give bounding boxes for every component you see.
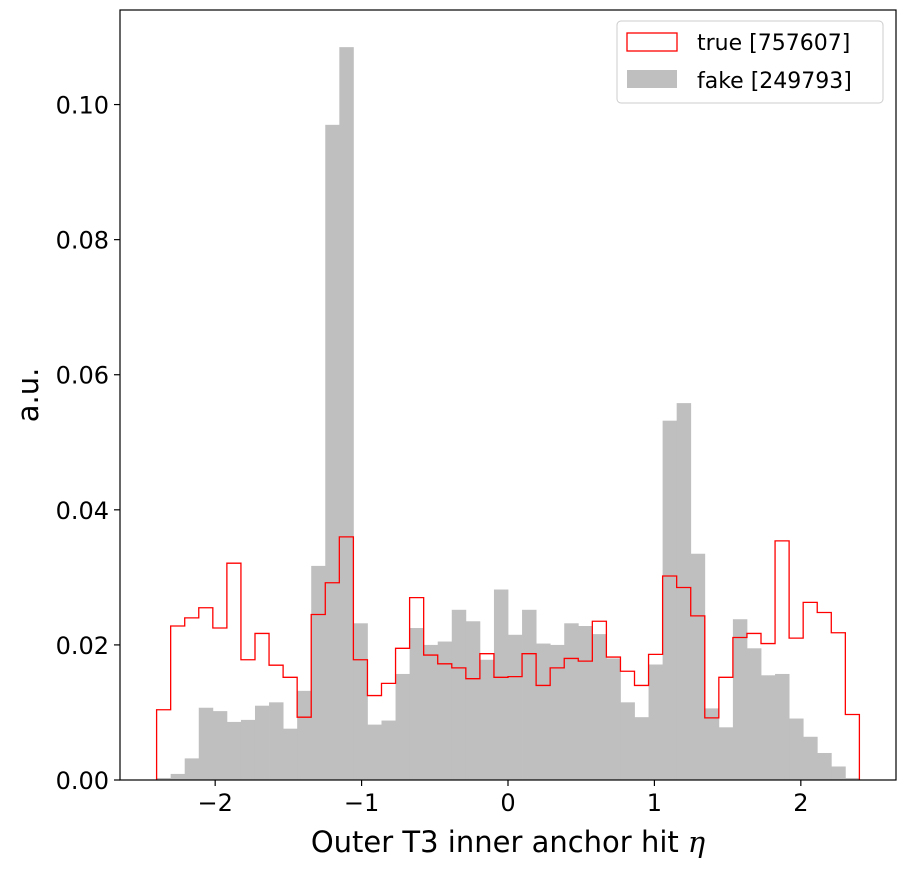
- y-tick-label: 0.08: [56, 227, 109, 255]
- x-axis: −2 −1 0 1 2: [197, 780, 808, 817]
- x-tick-label: −1: [344, 789, 379, 817]
- fake-series: [156, 47, 860, 781]
- fake-bar: [254, 705, 270, 780]
- y-axis-label: a.u.: [11, 368, 45, 423]
- legend: true [757607] fake [249793]: [616, 20, 884, 104]
- fake-bar: [479, 659, 495, 780]
- fake-bar: [297, 690, 312, 780]
- fake-bar: [564, 623, 579, 780]
- fake-bar: [339, 47, 354, 781]
- fake-bar: [620, 702, 635, 780]
- x-tick-label: 2: [793, 789, 808, 817]
- legend-label-fake: fake [249793]: [697, 69, 852, 94]
- fake-bar: [775, 673, 790, 780]
- fake-bar: [283, 728, 298, 780]
- y-tick-label: 0.02: [56, 632, 109, 660]
- fake-bar: [732, 619, 748, 780]
- fake-bar: [325, 124, 340, 780]
- fake-bar: [746, 648, 762, 780]
- fake-bar: [437, 641, 453, 780]
- fake-bar: [522, 609, 537, 780]
- fake-bar: [592, 634, 607, 780]
- fake-bar: [409, 628, 425, 780]
- fake-bar: [311, 565, 326, 780]
- x-axis-label-symbol: η: [688, 825, 706, 859]
- fake-bar: [212, 711, 228, 780]
- fake-bar: [381, 720, 396, 780]
- fake-bar: [718, 727, 734, 780]
- fake-bar: [550, 644, 565, 780]
- legend-swatch-fake: [627, 70, 677, 88]
- fake-bar: [353, 623, 368, 780]
- fake-bar: [184, 758, 200, 780]
- fake-bar: [493, 589, 509, 780]
- fake-bar: [423, 644, 439, 780]
- x-axis-label-text: Outer T3 inner anchor hit: [311, 825, 679, 859]
- legend-label-true: true [757607]: [697, 31, 850, 56]
- x-axis-label: Outer T3 inner anchor hit η: [311, 825, 706, 859]
- fake-bar: [789, 718, 804, 780]
- y-tick-label: 0.10: [56, 92, 109, 120]
- fake-bar: [662, 420, 678, 780]
- fake-bar: [269, 702, 284, 780]
- fake-bar: [704, 708, 720, 780]
- fake-bar: [226, 721, 242, 780]
- fake-bar: [817, 752, 832, 780]
- fake-bar: [536, 643, 551, 780]
- fake-bar: [170, 773, 186, 780]
- fake-bar: [367, 724, 382, 780]
- fake-bar: [395, 673, 411, 780]
- fake-bar: [831, 766, 846, 780]
- fake-bar: [803, 736, 818, 780]
- fake-bar: [676, 403, 692, 780]
- y-axis: 0.00 0.02 0.04 0.06 0.08 0.10: [56, 92, 120, 795]
- fake-bar: [465, 621, 481, 780]
- fake-bar: [578, 626, 593, 780]
- fake-bar: [508, 634, 523, 780]
- true-series-step-line: [155, 536, 861, 780]
- fake-bar: [240, 719, 256, 780]
- legend-swatch-true: [626, 32, 678, 52]
- y-tick-label: 0.00: [56, 767, 109, 795]
- fake-bar: [761, 675, 776, 780]
- x-tick-label: −2: [197, 789, 232, 817]
- fake-bar: [156, 777, 172, 780]
- x-tick-label: 0: [500, 789, 515, 817]
- fake-bar: [634, 717, 649, 780]
- x-tick-label: 1: [647, 789, 662, 817]
- fake-bar: [690, 553, 706, 780]
- fake-bar: [648, 664, 664, 780]
- y-tick-label: 0.04: [56, 497, 109, 525]
- fake-bar: [451, 609, 467, 780]
- y-tick-label: 0.06: [56, 362, 109, 390]
- fake-bar: [198, 707, 214, 780]
- fake-bar: [606, 658, 621, 780]
- legend-box: [616, 20, 884, 104]
- fake-bar: [845, 777, 860, 780]
